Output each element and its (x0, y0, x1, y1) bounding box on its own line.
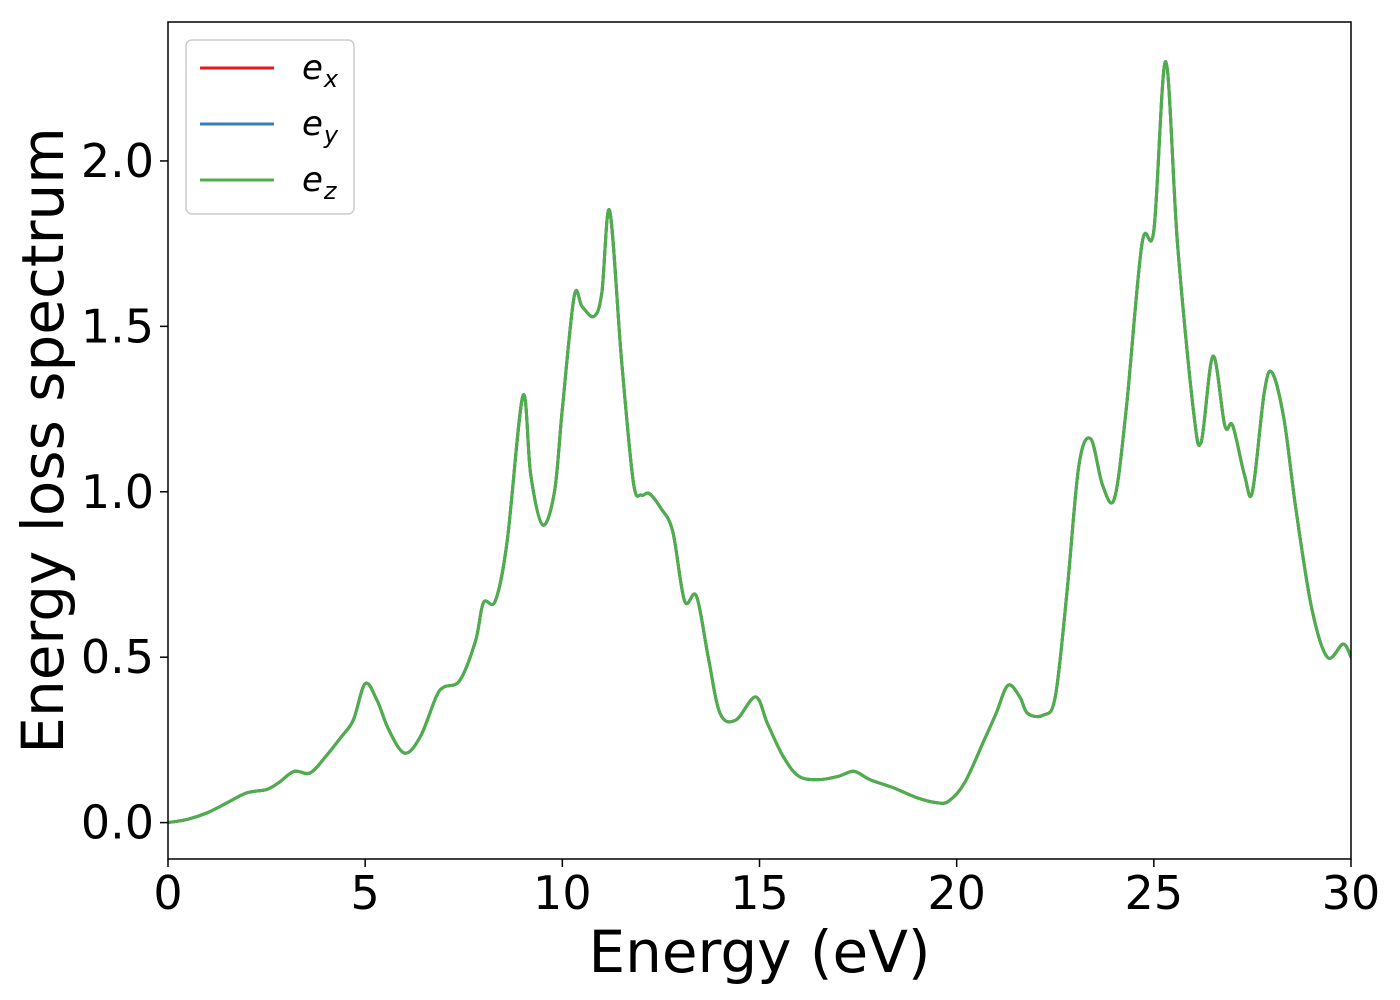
x-tick-label: 10 (533, 866, 592, 920)
x-tick-label: 0 (153, 866, 182, 920)
x-tick-label: 15 (730, 866, 789, 920)
plot-lines (168, 60, 1351, 825)
x-tick-label: 20 (927, 866, 986, 920)
legend-label: ey (302, 104, 339, 149)
x-tick-label: 5 (351, 866, 380, 920)
series-line-ez (168, 60, 1351, 825)
y-tick-label: 1.5 (81, 299, 154, 353)
y-tick-label: 2.0 (81, 134, 154, 188)
legend-label: ex (302, 48, 339, 93)
x-tick-label: 25 (1125, 866, 1184, 920)
x-axis-ticks: 0 5 10 15 20 25 30 (153, 859, 1380, 920)
x-tick-label: 30 (1322, 866, 1381, 920)
y-tick-label: 1.0 (81, 465, 154, 519)
y-axis-ticks: 0.0 0.5 1.0 1.5 2.0 (81, 134, 168, 850)
y-axis-title: Energy loss spectrum (9, 127, 77, 753)
legend-box (185, 39, 355, 215)
x-axis-title: Energy (eV) (588, 918, 930, 986)
y-tick-label: 0.5 (81, 630, 154, 684)
y-tick-label: 0.0 (81, 796, 154, 850)
